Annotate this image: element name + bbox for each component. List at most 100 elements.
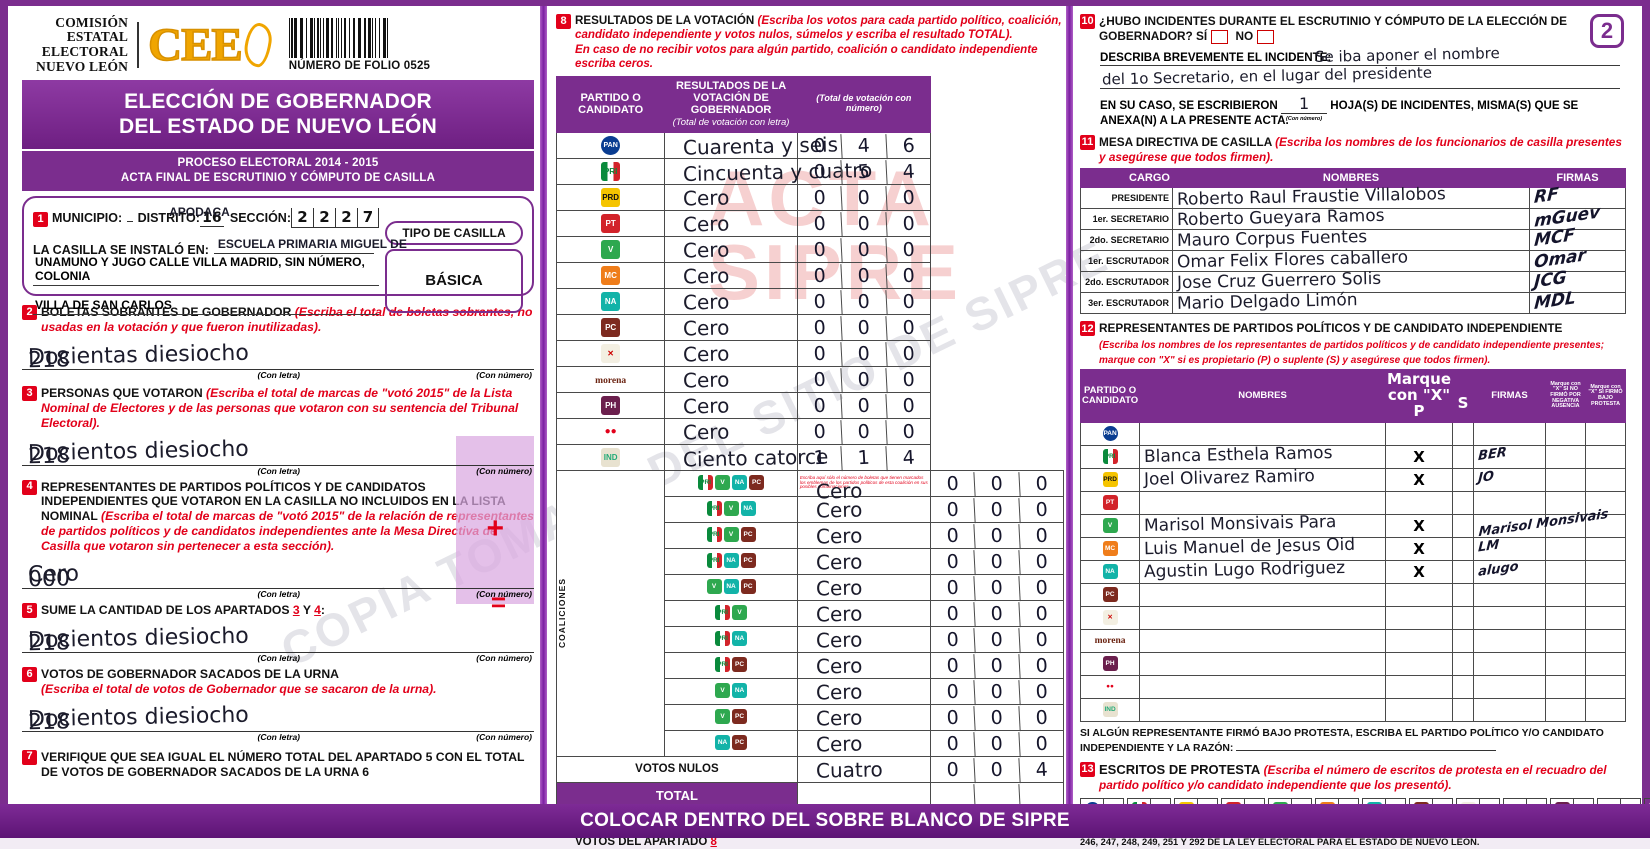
vote-digit[interactable]: 0 [930, 626, 975, 653]
votes-letra-cell[interactable]: Cero [665, 236, 798, 262]
vote-digit[interactable]: 0 [885, 314, 931, 341]
negativa-cell[interactable] [1546, 698, 1586, 721]
vote-digit[interactable]: 0 [885, 210, 931, 237]
rep-firma-cell[interactable] [1474, 675, 1546, 698]
vote-digit[interactable]: 0 [797, 418, 842, 445]
vote-digit[interactable]: 0 [885, 418, 931, 445]
propietario-mark[interactable]: X [1385, 468, 1452, 491]
votes-letra-cell[interactable]: Cero [665, 340, 798, 366]
rep-nombre-cell[interactable] [1140, 629, 1386, 652]
coalition-letra-cell[interactable]: Cero [797, 522, 930, 548]
vote-digit[interactable]: 0 [797, 158, 842, 185]
votes-letra-cell[interactable]: Cero [665, 184, 798, 210]
vote-digit[interactable]: 0 [885, 184, 931, 211]
vote-digit[interactable]: 0 [1018, 678, 1064, 705]
votes-letra-cell[interactable]: Cero [665, 210, 798, 236]
vote-digit[interactable]: 0 [930, 522, 975, 549]
vote-digit[interactable]: 0 [974, 496, 1020, 523]
protesta-cell[interactable] [1586, 537, 1626, 560]
vote-digit[interactable]: 0 [885, 340, 931, 367]
vote-digit[interactable]: 0 [974, 626, 1020, 653]
vote-digit[interactable]: 4 [885, 158, 931, 185]
vote-digit[interactable]: 0 [930, 600, 975, 627]
vote-digit[interactable]: 0 [797, 262, 842, 289]
protesta-cell[interactable] [1586, 675, 1626, 698]
vote-digit[interactable]: 0 [1018, 496, 1064, 523]
incident-description[interactable]: DESCRIBA BREVEMENTE EL INCIDENTE: Se iba… [1100, 48, 1626, 94]
negativa-cell[interactable] [1546, 445, 1586, 468]
suplente-mark[interactable] [1453, 537, 1474, 560]
rep-nombre-cell[interactable] [1140, 422, 1386, 445]
rep-nombre-cell[interactable] [1140, 583, 1386, 606]
coalition-letra-cell[interactable]: Cero [797, 626, 930, 652]
vote-digit[interactable]: 0 [974, 730, 1020, 757]
vote-digit[interactable]: 0 [930, 574, 975, 601]
domicilio-line-1[interactable]: ESCUELA PRIMARIA MIGUEL DE [214, 237, 374, 254]
protesta-cell[interactable] [1586, 560, 1626, 583]
seccion-digit[interactable]: 7 [357, 208, 379, 228]
protesta-cell[interactable] [1586, 422, 1626, 445]
suplente-mark[interactable] [1453, 652, 1474, 675]
suplente-mark[interactable] [1453, 675, 1474, 698]
propietario-mark[interactable]: X [1385, 537, 1452, 560]
vote-digit[interactable]: 0 [1018, 730, 1064, 757]
vote-digit[interactable]: 0 [930, 678, 975, 705]
propietario-mark[interactable] [1385, 583, 1452, 606]
protesta-cell[interactable] [1586, 606, 1626, 629]
coalition-letra-cell[interactable]: Cero [797, 496, 930, 522]
vote-digit[interactable]: 6 [885, 132, 931, 159]
vote-digit[interactable]: 0 [797, 366, 842, 393]
suplente-mark[interactable] [1453, 560, 1474, 583]
coalition-letra-cell[interactable]: Cero [797, 548, 930, 574]
coalition-letra-cell[interactable]: Cero [797, 704, 930, 730]
vote-digit[interactable]: 0 [974, 600, 1020, 627]
votes-letra-cell[interactable]: Cuarenta y seis [665, 132, 798, 158]
vote-digit[interactable]: 0 [841, 366, 887, 393]
vote-digit[interactable]: 0 [841, 288, 887, 315]
section-6-answer[interactable]: Docientos diesiocho 218 (Con letra) (Con… [22, 700, 534, 732]
vote-digit[interactable]: 0 [1018, 704, 1064, 731]
vote-digit[interactable]: 0 [841, 418, 887, 445]
suplente-mark[interactable] [1453, 583, 1474, 606]
vote-digit[interactable]: 0 [885, 392, 931, 419]
propietario-mark[interactable] [1385, 491, 1452, 514]
hojas-input[interactable]: 1 (Con número) [1281, 94, 1327, 114]
vote-digit[interactable]: 0 [930, 652, 975, 679]
votes-letra-cell[interactable]: Cero [665, 288, 798, 314]
vote-digit[interactable]: 0 [1018, 600, 1064, 627]
votes-letra-cell[interactable]: Cincuenta y cuatro [665, 158, 798, 184]
firma-cell[interactable]: JCG [1530, 272, 1626, 293]
vote-digit[interactable]: 0 [1018, 574, 1064, 601]
vote-digit[interactable]: 0 [885, 288, 931, 315]
vote-digit[interactable]: 0 [1018, 626, 1064, 653]
vote-digit[interactable]: 0 [797, 236, 842, 263]
suplente-mark[interactable] [1453, 491, 1474, 514]
vote-digit[interactable]: 4 [841, 132, 887, 159]
suplente-mark[interactable] [1453, 629, 1474, 652]
rep-firma-cell[interactable]: alugo [1474, 560, 1546, 583]
rep-firma-cell[interactable]: BER [1474, 445, 1546, 468]
vote-digit[interactable]: 0 [885, 262, 931, 289]
vote-digit[interactable]: 0 [930, 756, 975, 783]
votes-letra-cell[interactable]: Ciento catorce [665, 444, 798, 470]
rep-nombre-cell[interactable] [1140, 698, 1386, 721]
votes-letra-cell[interactable]: Cero [665, 418, 798, 444]
vote-digit[interactable]: 0 [797, 132, 842, 159]
propietario-mark[interactable] [1385, 422, 1452, 445]
rep-firma-cell[interactable]: JO [1474, 468, 1546, 491]
rep-firma-cell[interactable] [1474, 422, 1546, 445]
vote-digit[interactable]: 0 [1018, 548, 1064, 575]
rep-nombre-cell[interactable] [1140, 675, 1386, 698]
